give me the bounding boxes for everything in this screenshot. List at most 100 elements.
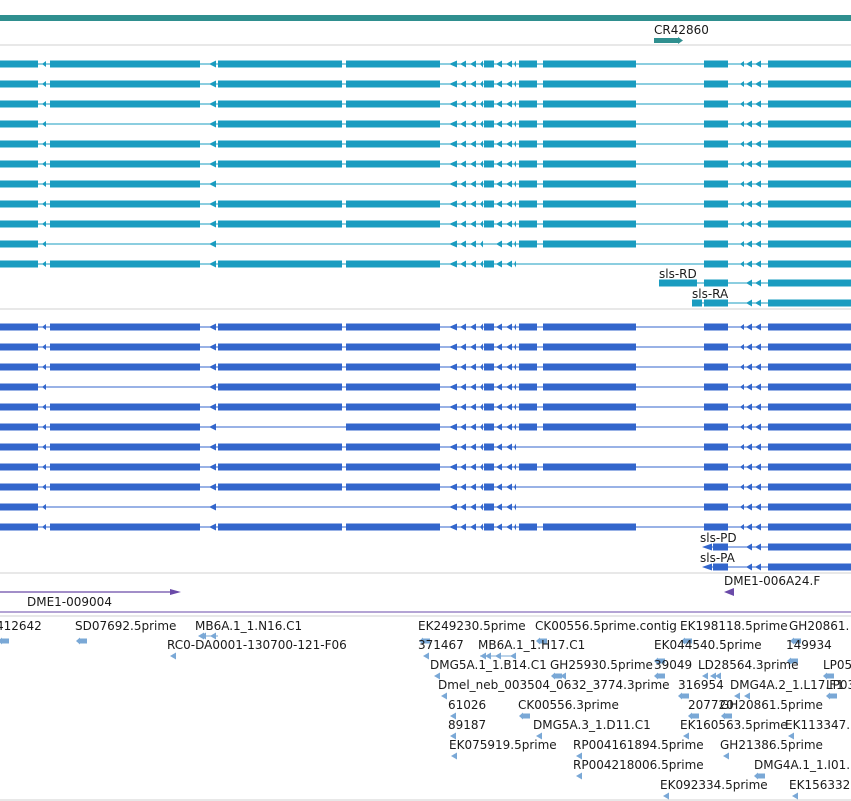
exon-arrow[interactable]	[480, 363, 483, 371]
exon-arrow[interactable]	[496, 423, 502, 431]
exon-arrow[interactable]	[496, 483, 502, 491]
exon-arrow[interactable]	[480, 120, 483, 128]
exon-arrow[interactable]	[746, 383, 752, 391]
est-label[interactable]: DMG5A.3_1.D11.C1	[533, 718, 651, 732]
exon-arrow[interactable]	[496, 503, 502, 511]
exon[interactable]	[218, 523, 342, 531]
exon-arrow[interactable]	[496, 383, 502, 391]
est-label[interactable]: 316954	[678, 678, 724, 692]
exon[interactable]	[519, 383, 537, 391]
exon[interactable]	[346, 363, 440, 371]
exon[interactable]	[519, 140, 537, 148]
exon[interactable]	[768, 323, 851, 331]
exon-arrow[interactable]	[449, 383, 457, 391]
exon-arrow[interactable]	[449, 363, 457, 371]
exon[interactable]	[519, 200, 537, 208]
exon[interactable]	[768, 363, 851, 371]
exon-arrow[interactable]	[514, 60, 516, 68]
exon[interactable]	[484, 140, 494, 148]
exon[interactable]	[543, 383, 636, 391]
exon[interactable]	[346, 60, 440, 68]
exon[interactable]	[50, 523, 200, 531]
est-label[interactable]: GH21386.5prime	[720, 738, 823, 752]
exon-arrow[interactable]	[480, 260, 483, 268]
exon[interactable]	[768, 343, 851, 351]
est-arrow[interactable]	[744, 692, 750, 700]
est-label[interactable]: RC0-DA0001-130700-121-F06	[167, 638, 347, 652]
exon[interactable]	[218, 200, 342, 208]
exon-arrow[interactable]	[755, 323, 761, 331]
exon-arrow[interactable]	[506, 100, 512, 108]
exon[interactable]	[484, 160, 494, 168]
exon-arrow[interactable]	[470, 403, 476, 411]
est-feature[interactable]	[80, 638, 87, 644]
exon[interactable]	[0, 60, 38, 68]
est-label[interactable]: EK198118.5prime	[680, 619, 788, 633]
exon[interactable]	[704, 503, 728, 511]
exon-arrow[interactable]	[209, 443, 216, 451]
exon-arrow[interactable]	[746, 180, 752, 188]
exon-arrow[interactable]	[496, 260, 502, 268]
exon[interactable]	[50, 160, 200, 168]
exon[interactable]	[543, 463, 636, 471]
exon-arrow[interactable]	[755, 403, 761, 411]
exon[interactable]	[519, 120, 537, 128]
exon[interactable]	[218, 483, 342, 491]
exon-arrow[interactable]	[746, 160, 752, 168]
est-feature[interactable]	[658, 658, 665, 664]
gene-label-cr42860[interactable]: CR42860	[654, 23, 709, 37]
exon-arrow[interactable]	[480, 240, 483, 248]
est-label[interactable]: 371467	[418, 638, 464, 652]
est-arrow[interactable]	[434, 672, 440, 680]
exon[interactable]	[0, 403, 38, 411]
exon-arrow[interactable]	[209, 463, 216, 471]
est-label[interactable]: LP05	[823, 658, 851, 672]
exon-arrow[interactable]	[514, 100, 516, 108]
exon-arrow[interactable]	[755, 383, 761, 391]
exon-arrow[interactable]	[480, 463, 483, 471]
exon-arrow[interactable]	[209, 483, 216, 491]
exon[interactable]	[346, 260, 440, 268]
exon-arrow[interactable]	[755, 503, 761, 511]
exon-arrow[interactable]	[460, 383, 466, 391]
exon-arrow[interactable]	[746, 343, 752, 351]
est-arrow[interactable]	[423, 652, 429, 660]
exon[interactable]	[543, 323, 636, 331]
exon-arrow[interactable]	[755, 279, 761, 287]
exon-arrow[interactable]	[755, 80, 761, 88]
exon[interactable]	[50, 403, 200, 411]
exon-arrow[interactable]	[480, 483, 483, 491]
exon-arrow[interactable]	[449, 80, 457, 88]
exon[interactable]	[346, 403, 440, 411]
est-label[interactable]: LP03	[826, 678, 851, 692]
exon-arrow[interactable]	[480, 80, 483, 88]
exon-arrow[interactable]	[755, 180, 761, 188]
exon-arrow[interactable]	[449, 120, 457, 128]
exon[interactable]	[519, 220, 537, 228]
exon-arrow[interactable]	[470, 80, 476, 88]
exon-arrow[interactable]	[460, 363, 466, 371]
exon-arrow[interactable]	[755, 299, 761, 307]
exon-arrow[interactable]	[209, 80, 216, 88]
exon-arrow[interactable]	[480, 423, 483, 431]
exon-arrow[interactable]	[209, 180, 216, 188]
exon-arrow[interactable]	[496, 100, 502, 108]
exon-arrow[interactable]	[746, 100, 752, 108]
exon[interactable]	[50, 323, 200, 331]
est-arrow[interactable]	[576, 772, 582, 780]
exon[interactable]	[768, 160, 851, 168]
exon[interactable]	[218, 140, 342, 148]
est-arrow[interactable]	[450, 732, 456, 740]
exon[interactable]	[50, 100, 200, 108]
exon-arrow[interactable]	[506, 483, 512, 491]
exon-arrow[interactable]	[460, 180, 466, 188]
exon[interactable]	[704, 279, 728, 287]
exon-arrow[interactable]	[480, 220, 483, 228]
exon-arrow[interactable]	[514, 503, 516, 511]
exon-arrow[interactable]	[746, 543, 752, 551]
exon[interactable]	[0, 523, 38, 531]
exon[interactable]	[218, 260, 342, 268]
exon[interactable]	[218, 363, 342, 371]
exon-arrow[interactable]	[470, 120, 476, 128]
exon-arrow[interactable]	[514, 343, 516, 351]
